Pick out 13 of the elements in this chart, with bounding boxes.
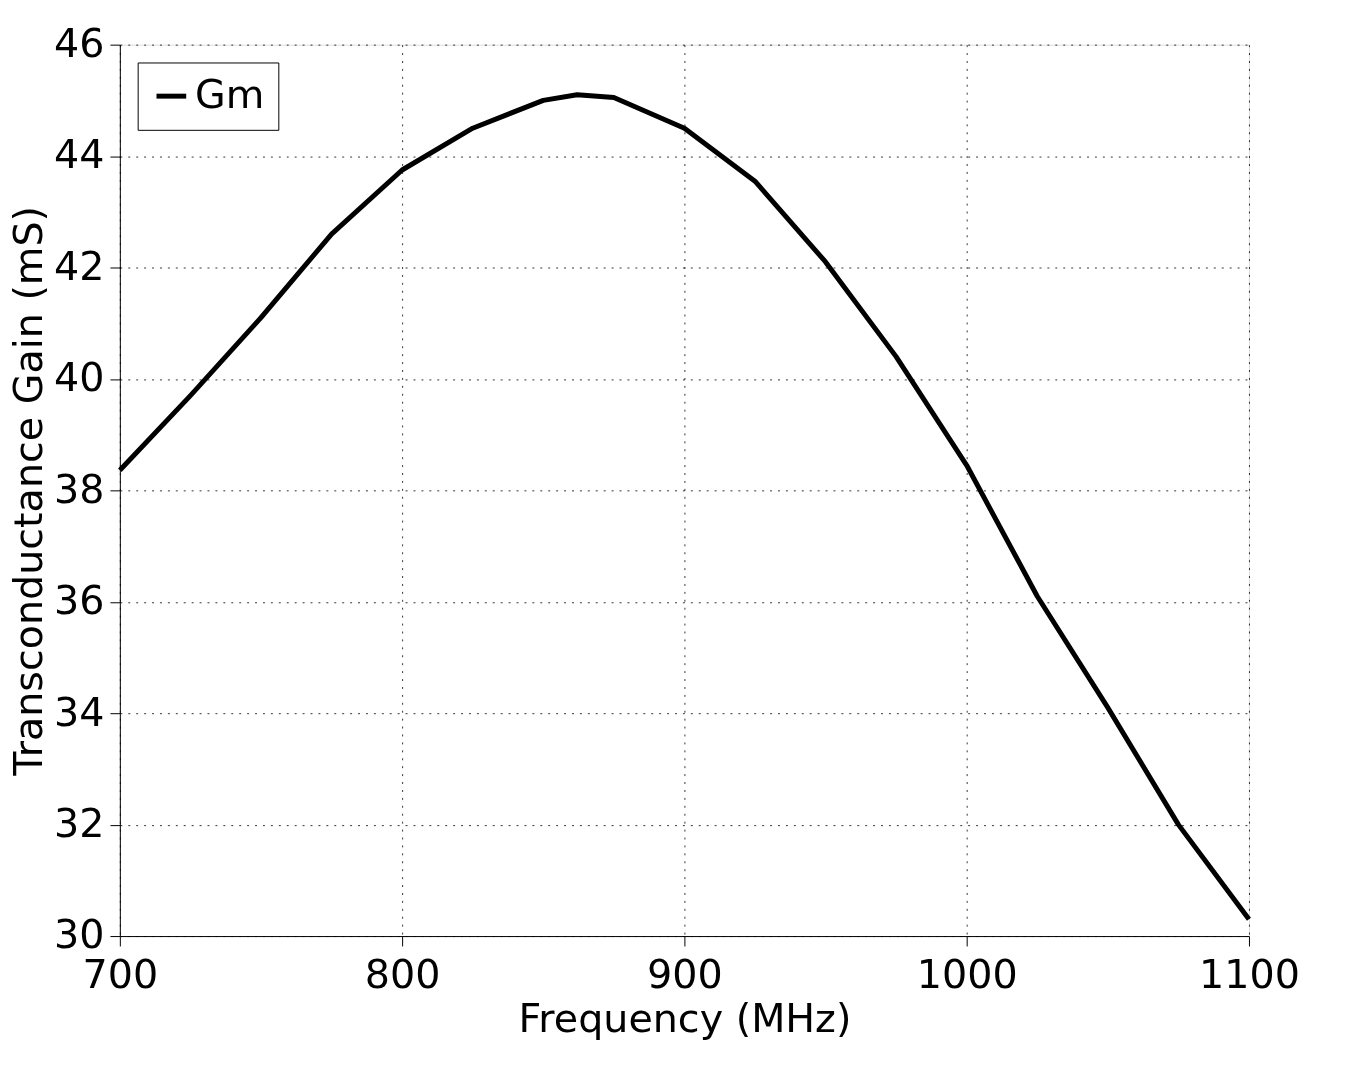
y-tick-label: 42 [54, 242, 105, 289]
y-tick-label: 36 [54, 577, 105, 624]
y-tick-label: 46 [54, 20, 105, 67]
x-tick-label: 1100 [1199, 951, 1300, 998]
y-tick-label: 40 [54, 354, 105, 401]
x-tick-label: 1000 [916, 951, 1018, 998]
y-tick-label: 44 [54, 131, 105, 178]
y-tick-label: 34 [54, 688, 105, 735]
y-tick-label: 32 [54, 800, 105, 847]
x-tick-label: 800 [364, 951, 441, 998]
y-axis-title: Transconductance Gain (mS) [5, 205, 52, 777]
y-tick-label: 38 [54, 465, 105, 512]
legend-label: Gm [195, 71, 265, 118]
